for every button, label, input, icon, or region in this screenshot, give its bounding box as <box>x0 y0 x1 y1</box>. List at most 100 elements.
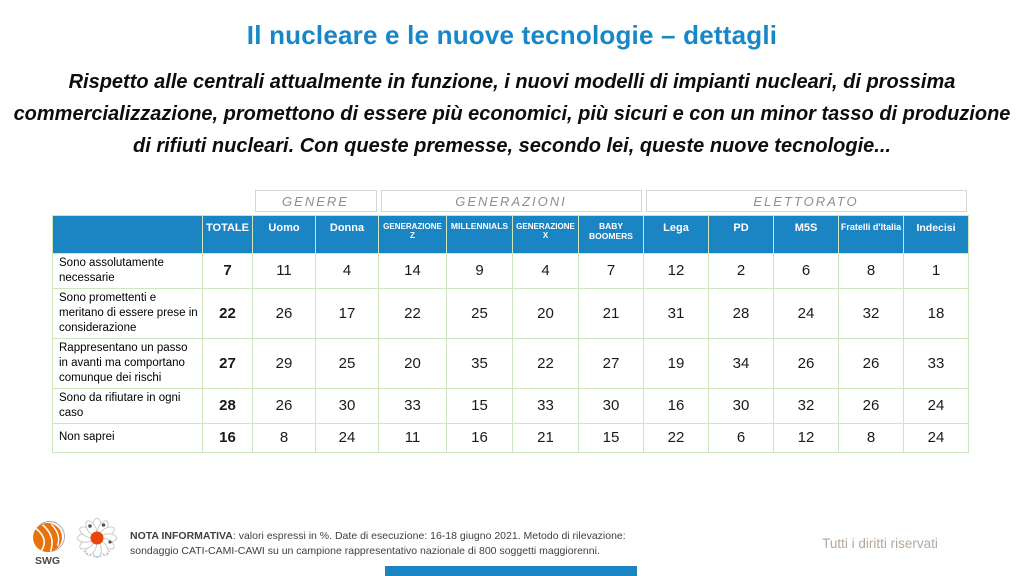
value-cell: 6 <box>708 422 775 453</box>
value-cell: 19 <box>643 337 710 389</box>
row-label: Non saprei <box>52 422 203 453</box>
value-cell: 20 <box>378 337 447 389</box>
total-value-cell: 16 <box>202 422 253 453</box>
value-cell: 33 <box>903 337 970 389</box>
value-cell: 34 <box>708 337 775 389</box>
column-group-cell: GENERE <box>252 189 379 216</box>
value-cell: 17 <box>315 287 379 339</box>
header-corner-cell <box>52 215 203 254</box>
value-cell: 21 <box>512 422 579 453</box>
column-header: Uomo <box>252 215 316 254</box>
column-header: Donna <box>315 215 379 254</box>
value-cell: 26 <box>252 387 316 424</box>
swg-logo-icon: SWG <box>28 519 68 572</box>
value-cell: 6 <box>773 253 840 289</box>
value-cell: 24 <box>903 422 970 453</box>
row-label: Sono assolutamente necessarie <box>52 253 203 289</box>
value-cell: 30 <box>577 387 645 424</box>
value-cell: 2 <box>708 253 775 289</box>
value-cell: 26 <box>773 337 840 389</box>
table-row: Non saprei 16 8 24 11 16 21 15 22 6 12 8 24 <box>52 422 970 453</box>
value-cell: 8 <box>838 422 905 453</box>
value-cell: 12 <box>773 422 840 453</box>
table-row: Sono assolutamente necessarie 7 11 4 14 9 4 7 12… <box>52 253 970 289</box>
swg-logo-text: SWG <box>35 555 60 567</box>
value-cell: 22 <box>512 337 579 389</box>
survey-table: GENERE GENERAZIONI ELETTORATO TOTALE Uomo Don… <box>52 189 970 453</box>
column-header: Fratelli d'Italia <box>838 215 905 254</box>
column-header: PD <box>708 215 775 254</box>
column-group-label: GENERAZIONI <box>380 190 642 212</box>
survey-question: Rispetto alle centrali attualmente in fu… <box>13 71 1011 157</box>
value-cell: 26 <box>838 387 905 424</box>
value-cell: 11 <box>252 253 316 289</box>
value-cell: 16 <box>643 387 710 424</box>
daisy-logo-icon <box>76 517 118 564</box>
row-label: Sono promettenti e meritano di essere pr… <box>52 287 203 339</box>
column-header: M5S <box>773 215 840 254</box>
value-cell: 4 <box>512 253 579 289</box>
value-cell: 24 <box>773 287 840 339</box>
column-group-label: GENERE <box>254 190 377 212</box>
page-title: Il nucleare e le nuove tecnologie – dett… <box>246 20 778 50</box>
value-cell: 16 <box>446 422 513 453</box>
column-header: MILLENNIALS <box>446 215 513 254</box>
value-cell: 33 <box>378 387 447 424</box>
value-cell: 9 <box>446 253 513 289</box>
value-cell: 30 <box>708 387 775 424</box>
total-value-cell: 27 <box>202 337 253 389</box>
value-cell: 25 <box>446 287 513 339</box>
value-cell: 31 <box>643 287 710 339</box>
value-cell: 32 <box>838 287 905 339</box>
value-cell: 26 <box>838 337 905 389</box>
value-cell: 27 <box>577 337 645 389</box>
value-cell: 8 <box>252 422 316 453</box>
value-cell: 33 <box>512 387 579 424</box>
group-header-spacer <box>52 189 253 216</box>
column-header: BABY BOOMERS <box>577 215 645 254</box>
rights-reserved-text: Tutti i diritti riservati <box>822 536 938 551</box>
value-cell: 1 <box>903 253 970 289</box>
table-row: Sono promettenti e meritano di essere pr… <box>52 287 970 339</box>
total-value-cell: 28 <box>202 387 253 424</box>
column-header: GENERAZIONE X <box>512 215 579 254</box>
total-value-cell: 7 <box>202 253 253 289</box>
row-label: Sono da rifiutare in ogni caso <box>52 387 203 424</box>
value-cell: 26 <box>252 287 316 339</box>
value-cell: 4 <box>315 253 379 289</box>
value-cell: 18 <box>903 287 970 339</box>
note-text: : valori espressi in %. Date di esecuzio… <box>130 530 626 557</box>
value-cell: 24 <box>315 422 379 453</box>
value-cell: 14 <box>378 253 447 289</box>
footer-accent-bar <box>385 566 637 576</box>
column-header: Indecisi <box>903 215 970 254</box>
table-row: Rappresentano un passo in avanti ma comp… <box>52 337 970 389</box>
value-cell: 11 <box>378 422 447 453</box>
column-header: TOTALE <box>202 215 253 254</box>
value-cell: 25 <box>315 337 379 389</box>
value-cell: 22 <box>643 422 710 453</box>
value-cell: 22 <box>378 287 447 339</box>
value-cell: 32 <box>773 387 840 424</box>
value-cell: 15 <box>577 422 645 453</box>
value-cell: 20 <box>512 287 579 339</box>
column-group-label: ELETTORATO <box>645 190 967 212</box>
value-cell: 29 <box>252 337 316 389</box>
row-label: Rappresentano un passo in avanti ma comp… <box>52 337 203 389</box>
value-cell: 21 <box>577 287 645 339</box>
results-table-container: GENERE GENERAZIONI ELETTORATO TOTALE Uomo Don… <box>52 189 970 453</box>
value-cell: 35 <box>446 337 513 389</box>
column-group-cell: GENERAZIONI <box>378 189 644 216</box>
column-header: Lega <box>643 215 710 254</box>
value-cell: 8 <box>838 253 905 289</box>
column-header: GENERAZIONE Z <box>378 215 447 254</box>
methodology-note: NOTA INFORMATIVA: valori espressi in %. … <box>130 529 675 558</box>
value-cell: 28 <box>708 287 775 339</box>
column-group-cell: ELETTORATO <box>643 189 969 216</box>
value-cell: 24 <box>903 387 970 424</box>
total-value-cell: 22 <box>202 287 253 339</box>
value-cell: 15 <box>446 387 513 424</box>
table-row: Sono da rifiutare in ogni caso 28 26 30 33 15… <box>52 387 970 424</box>
value-cell: 12 <box>643 253 710 289</box>
